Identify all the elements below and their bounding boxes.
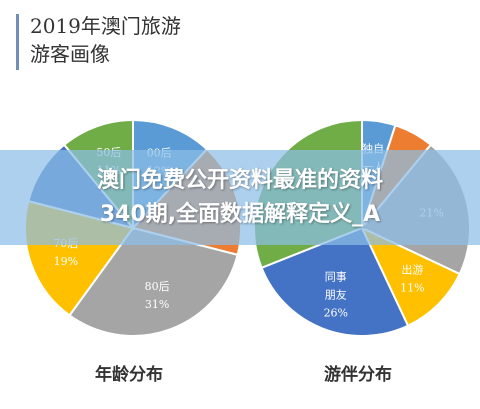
pie-0-slice-2-label: 80后 31% (145, 280, 170, 311)
chart-caption-companion: 游伴分布 (324, 365, 392, 385)
page-title: 2019年澳门旅游 游客画像 (30, 12, 250, 68)
pie-1-slice-3 (359, 225, 462, 328)
page-title-line-2: 游客画像 (30, 42, 110, 66)
pie-1-slice-4-label: 同事朋友 26% (324, 270, 348, 319)
overlay-line-1: 澳门免费公开资料最准的资料 (96, 167, 383, 193)
chart-caption-age: 年龄分布 (95, 365, 163, 385)
title-accent-bar (16, 14, 19, 70)
overlay-banner: 澳门免费公开资料最准的资料 340期,全面数据解释定义_A (0, 150, 480, 245)
pie-1-slice-4 (260, 226, 410, 337)
overlay-line-2: 340期,全面数据解释定义_A (99, 201, 381, 227)
pie-1-slice-3-label: 出游 11% (400, 262, 424, 294)
pie-0-slice-2 (68, 226, 239, 337)
page-title-line-1: 2019年澳门旅游 (30, 14, 181, 38)
